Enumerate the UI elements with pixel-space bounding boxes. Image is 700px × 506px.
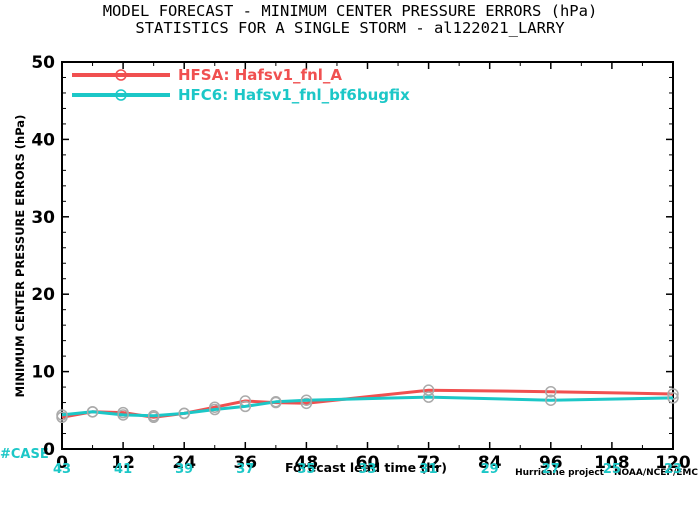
legend-label: HFSA: Hafsv1_fnl_A: [178, 66, 342, 84]
x-tick-label: 60: [356, 453, 380, 473]
x-tick-label: 48: [295, 453, 319, 473]
y-tick-label: 40: [31, 130, 55, 150]
data-point: [147, 409, 160, 422]
x-tick-label: 96: [539, 453, 563, 473]
x-tick-label: 84: [478, 453, 502, 473]
case-count: 37: [236, 462, 254, 477]
data-point: [86, 406, 99, 418]
x-tick-label: 72: [417, 453, 441, 473]
x-axis-label: Forecast lead time (hr): [285, 460, 447, 475]
case-count: 41: [114, 462, 132, 477]
x-tick-label: 120: [655, 453, 691, 473]
data-point: [270, 396, 282, 408]
y-tick-label: 10: [31, 363, 55, 383]
x-tick-label: 108: [594, 453, 630, 473]
case-count: 27: [542, 462, 560, 477]
x-tick-label: 12: [111, 453, 135, 473]
data-point: [300, 394, 313, 406]
data-point: [178, 407, 190, 420]
chart-title: MODEL FORECAST - MINIMUM CENTER PRESSURE…: [103, 2, 598, 20]
y-tick-label: 30: [31, 208, 55, 228]
data-point: [300, 397, 313, 410]
case-count: 29: [481, 462, 499, 477]
data-point: [667, 392, 679, 404]
x-tick-label: 36: [233, 453, 257, 473]
data-point: [545, 385, 557, 398]
legend-marker-1: [115, 89, 127, 101]
case-count-label: #CASE: [0, 447, 49, 462]
case-count: 31: [420, 462, 438, 477]
case-count: 39: [175, 462, 193, 477]
data-point: [209, 403, 221, 416]
data-point: [422, 391, 435, 403]
legend-marker-0: [115, 69, 127, 81]
y-tick-label: 50: [31, 53, 55, 73]
y-tick-label: 0: [43, 440, 55, 460]
x-tick-label: 24: [172, 453, 196, 473]
x-tick-label: 0: [56, 453, 68, 473]
data-point: [422, 384, 435, 396]
series-line-0: [61, 388, 674, 419]
case-count: 35: [297, 462, 315, 477]
case-count: 25: [603, 462, 621, 477]
data-point: [545, 394, 557, 406]
legend-label: HFC6: Hafsv1_fnl_bf6bugfix: [178, 86, 410, 104]
chart-subtitle: STATISTICS FOR A SINGLE STORM - al122021…: [135, 19, 565, 37]
case-count: 33: [358, 462, 376, 477]
credit-text: Hurricane project - NOAA/NCEP/EMC: [515, 468, 698, 478]
data-point: [117, 409, 129, 421]
y-tick-label: 20: [31, 285, 55, 305]
data-point: [56, 409, 68, 421]
data-point: [239, 400, 252, 413]
case-count: 43: [53, 462, 71, 477]
case-count: 23: [664, 462, 682, 477]
y-axis-label: MINIMUM CENTER PRESSURE ERRORS (hPa): [13, 115, 27, 398]
